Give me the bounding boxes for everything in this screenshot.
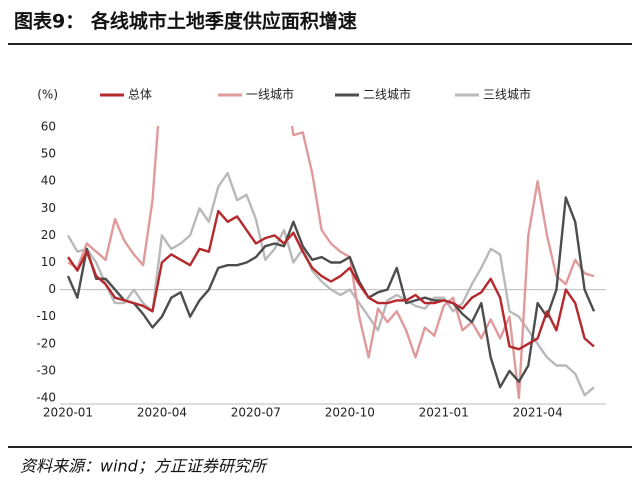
series-line <box>67 209 595 351</box>
x-tick-label: 2020-04 <box>137 406 187 420</box>
y-tick-label: 30 <box>41 201 56 215</box>
y-tick-label: 10 <box>41 255 56 269</box>
y-tick-label: 20 <box>41 228 56 242</box>
chart-title: 图表9： 各线城市土地季度供应面积增速 <box>14 10 357 33</box>
y-tick-label: -30 <box>36 363 56 377</box>
series-line <box>66 196 596 389</box>
y-axis-label: (%) <box>37 88 58 102</box>
x-tick-label: 2021-01 <box>419 406 469 420</box>
legend-label: 一线城市 <box>246 87 294 102</box>
source: 资料来源：wind；方正证券研究所 <box>20 457 269 476</box>
legend-label: 三线城市 <box>483 87 531 102</box>
y-tick-label: 0 <box>48 282 56 296</box>
x-tick-label: 2020-01 <box>43 406 93 420</box>
y-tick-label: -40 <box>36 391 56 405</box>
y-tick-label: 40 <box>41 174 56 188</box>
series-line <box>66 171 595 397</box>
x-tick-label: 2020-10 <box>325 406 375 420</box>
x-tick-label: 2021-04 <box>513 406 563 420</box>
legend-label: 总体 <box>128 88 152 102</box>
legend-label: 二线城市 <box>363 87 411 102</box>
series-line <box>67 126 595 400</box>
y-tick-label: -20 <box>36 336 56 350</box>
x-tick-label: 2020-07 <box>231 406 281 420</box>
y-tick-label: 60 <box>41 120 56 134</box>
y-tick-label: 50 <box>41 147 56 161</box>
y-tick-label: -10 <box>36 309 56 323</box>
